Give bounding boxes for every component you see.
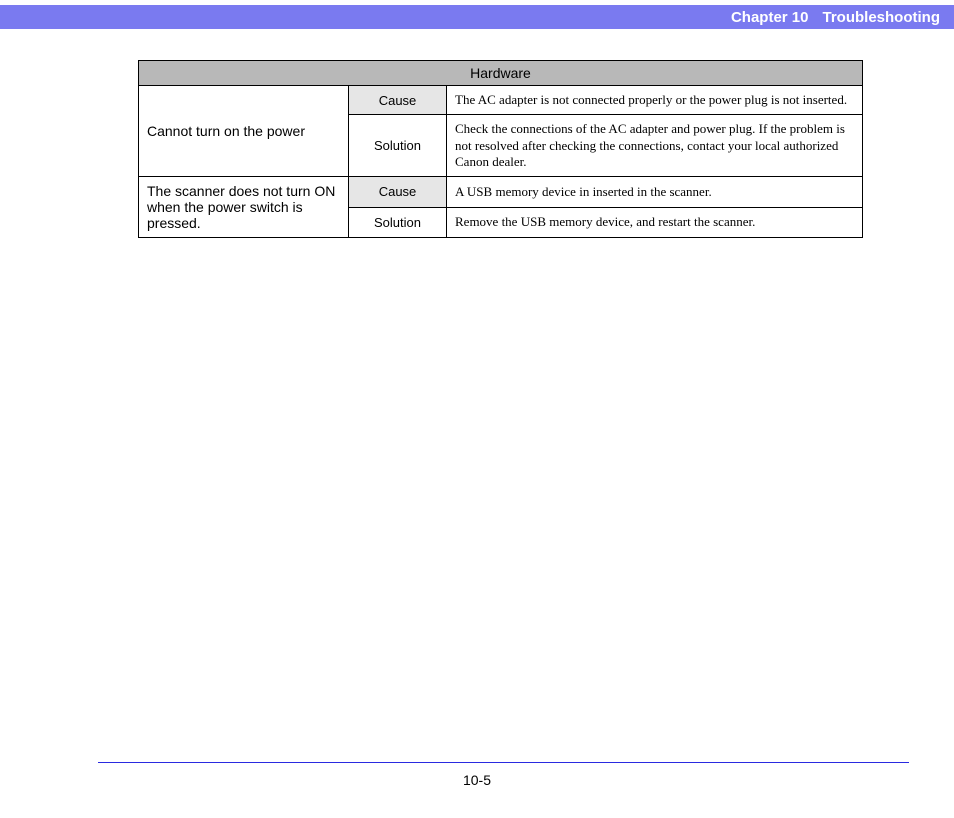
- footer-rule: [98, 762, 909, 763]
- cause-text: The AC adapter is not connected properly…: [447, 86, 863, 115]
- problem-cell: The scanner does not turn ON when the po…: [139, 177, 349, 238]
- chapter-label: Chapter 10: [731, 9, 809, 26]
- cause-text: A USB memory device in inserted in the s…: [447, 177, 863, 208]
- solution-text: Check the connections of the AC adapter …: [447, 115, 863, 177]
- problem-cell: Cannot turn on the power: [139, 86, 349, 177]
- solution-label: Solution: [349, 115, 447, 177]
- table-row: Cannot turn on the power Cause The AC ad…: [139, 86, 863, 115]
- table-section-header: Hardware: [139, 61, 863, 86]
- troubleshooting-table: Hardware Cannot turn on the power Cause …: [138, 60, 863, 238]
- chapter-title: Troubleshooting: [823, 9, 941, 26]
- table-section-row: Hardware: [139, 61, 863, 86]
- cause-label: Cause: [349, 177, 447, 208]
- solution-text: Remove the USB memory device, and restar…: [447, 207, 863, 238]
- table-row: The scanner does not turn ON when the po…: [139, 177, 863, 208]
- page-header: Chapter 10 Troubleshooting: [0, 5, 954, 29]
- cause-label: Cause: [349, 86, 447, 115]
- solution-label: Solution: [349, 207, 447, 238]
- content-area: Hardware Cannot turn on the power Cause …: [138, 60, 863, 238]
- page-number: 10-5: [0, 772, 954, 788]
